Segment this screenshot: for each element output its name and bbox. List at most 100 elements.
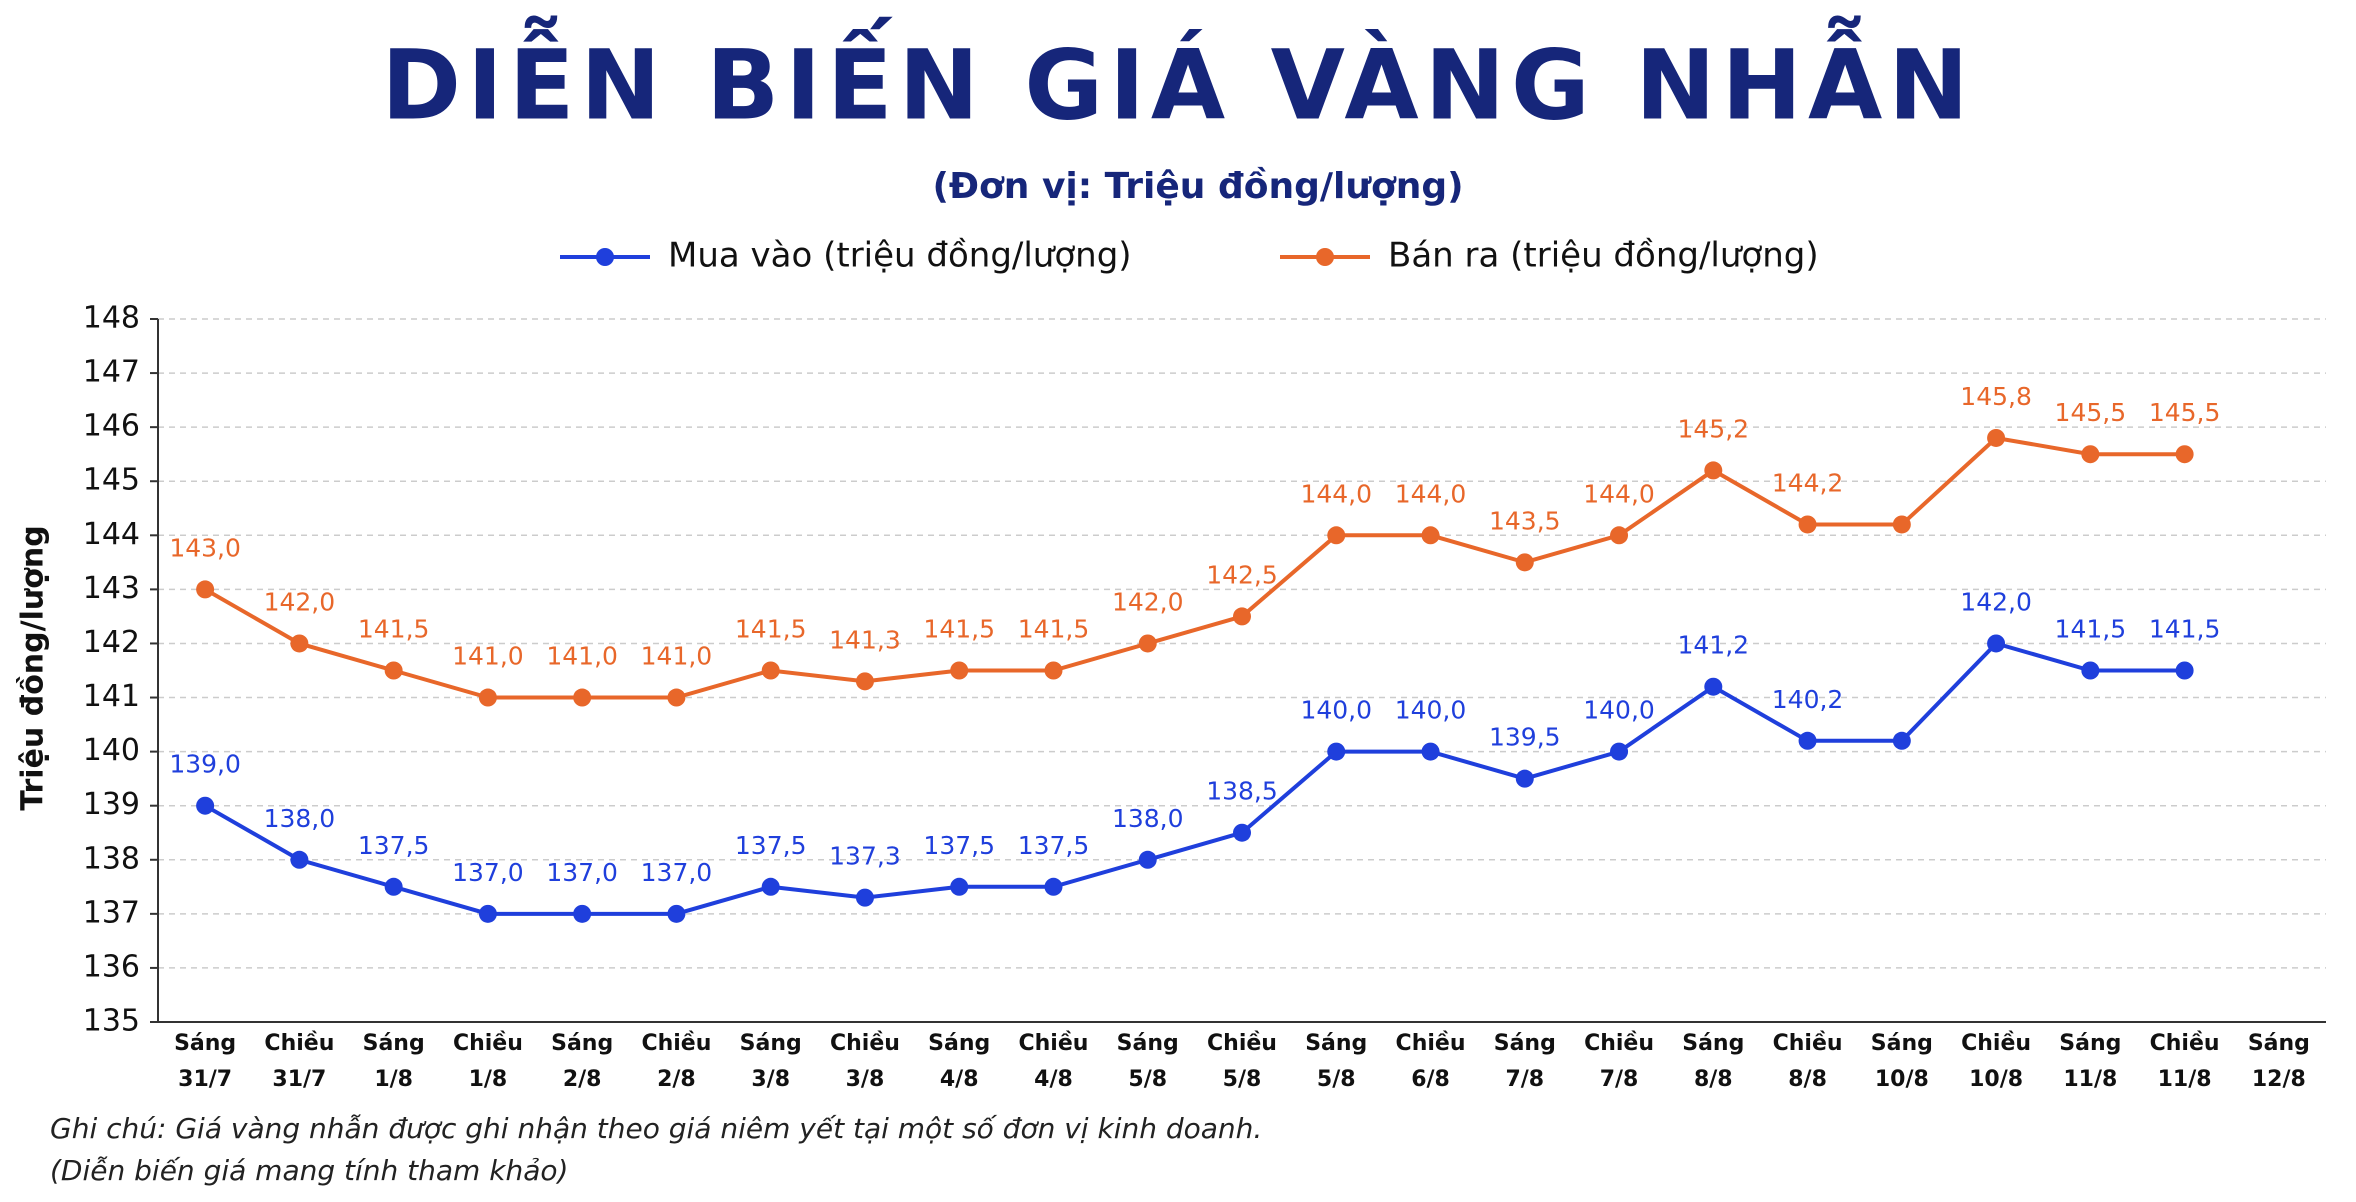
point: [855, 888, 874, 907]
x-tick-label: 11/8: [2158, 1067, 2212, 1092]
x-tick-label: Sáng: [928, 1031, 990, 1056]
data-label: 138,5: [1206, 777, 1278, 806]
x-tick-label: 7/8: [1600, 1067, 1639, 1092]
x-tick-label: 11/8: [2063, 1067, 2117, 1092]
x-tick-label: Chiều: [1773, 1031, 1843, 1056]
point: [573, 904, 592, 923]
x-tick-label: 31/7: [178, 1067, 232, 1092]
x-tick-label: 3/8: [846, 1067, 885, 1092]
x-tick-label: 2/8: [657, 1067, 696, 1092]
x-tick-label: Chiều: [1019, 1031, 1089, 1056]
data-label: 141,5: [1018, 615, 1090, 644]
y-tick-label: 146: [83, 409, 140, 444]
x-tick-label: 5/8: [1223, 1067, 1262, 1092]
data-label: 142,0: [264, 587, 336, 616]
data-label: 141,3: [829, 625, 901, 654]
point: [196, 796, 215, 815]
point: [1892, 515, 1911, 534]
x-tick-label: 4/8: [940, 1067, 979, 1092]
data-label: 137,3: [829, 842, 901, 871]
point: [2081, 445, 2100, 464]
x-tick-label: 5/8: [1317, 1067, 1356, 1092]
x-tick-label: 6/8: [1411, 1067, 1450, 1092]
data-label: 142,0: [1960, 587, 2032, 616]
data-label: 145,5: [2149, 398, 2221, 427]
point: [196, 580, 215, 599]
y-tick-label: 141: [83, 679, 140, 714]
note: Ghi chú: Giá vàng nhẫn được ghi nhận the…: [50, 1112, 1262, 1145]
x-tick-label: 8/8: [1694, 1067, 1733, 1092]
data-label: 137,0: [546, 858, 618, 887]
point: [478, 904, 497, 923]
x-tick-label: Sáng: [2248, 1031, 2310, 1056]
data-label: 138,0: [1112, 804, 1184, 833]
x-tick-label: Sáng: [2059, 1031, 2121, 1056]
point: [1987, 428, 2006, 447]
y-tick-label: 145: [83, 463, 140, 498]
point: [667, 904, 686, 923]
point: [1044, 877, 1063, 896]
data-label: 137,0: [641, 858, 713, 887]
legend-marker: [1316, 248, 1334, 266]
point: [1704, 461, 1723, 480]
data-label: 144,2: [1772, 468, 1844, 497]
x-tick-label: Chiều: [1396, 1031, 1466, 1056]
point: [855, 672, 874, 691]
subtitle: (Đơn vị: Triệu đồng/lượng): [932, 166, 1463, 207]
data-label: 142,0: [1112, 587, 1184, 616]
series-line: [204, 641, 2185, 916]
x-tick-label: 31/7: [272, 1067, 326, 1092]
legend-label: Mua vào (triệu đồng/lượng): [668, 236, 1132, 276]
data-label: 141,0: [452, 642, 524, 671]
data-label: 140,0: [1300, 696, 1372, 725]
x-tick-label: Chiều: [1584, 1031, 1654, 1056]
point: [1515, 553, 1534, 572]
x-tick-label: Sáng: [1117, 1031, 1179, 1056]
x-tick-label: 2/8: [563, 1067, 602, 1092]
y-tick-label: 143: [83, 571, 140, 606]
point: [290, 850, 309, 869]
data-label: 144,0: [1300, 479, 1372, 508]
x-tick-label: Sáng: [1682, 1031, 1744, 1056]
data-label: 145,8: [1960, 382, 2032, 411]
x-tick-label: 12/8: [2252, 1067, 2306, 1092]
chart-title: DIỄN BIẾN GIÁ VÀNG NHẪN: [381, 14, 1974, 141]
point: [1798, 515, 1817, 534]
data-label: 141,0: [546, 642, 618, 671]
point: [1138, 850, 1157, 869]
data-label: 137,5: [923, 831, 995, 860]
series-line: [204, 435, 2185, 700]
point: [1798, 731, 1817, 750]
data-label: 140,0: [1583, 696, 1655, 725]
y-tick-label: 137: [83, 895, 140, 930]
point: [667, 688, 686, 707]
x-tick-label: Chiều: [1207, 1031, 1277, 1056]
data-label: 141,2: [1678, 631, 1750, 660]
data-label: 145,2: [1678, 414, 1750, 443]
point: [1327, 742, 1346, 761]
point: [1138, 634, 1157, 653]
note: (Diễn biến giá mang tính tham khảo): [50, 1154, 568, 1187]
point: [1421, 526, 1440, 545]
point: [950, 877, 969, 896]
x-tick-label: 5/8: [1128, 1067, 1167, 1092]
point: [384, 661, 403, 680]
data-label: 141,5: [923, 615, 995, 644]
x-tick-label: 3/8: [751, 1067, 790, 1092]
x-tick-label: Sáng: [551, 1031, 613, 1056]
data-label: 144,0: [1395, 479, 1467, 508]
x-tick-label: Sáng: [1305, 1031, 1367, 1056]
data-label: 140,0: [1395, 696, 1467, 725]
x-tick-label: Chiều: [264, 1031, 334, 1056]
data-label: 141,5: [735, 615, 807, 644]
x-tick-label: 10/8: [1875, 1067, 1929, 1092]
point: [1610, 742, 1629, 761]
x-tick-label: Chiều: [641, 1031, 711, 1056]
y-tick-label: 139: [83, 787, 140, 822]
data-label: 143,0: [169, 533, 241, 562]
point: [1327, 526, 1346, 545]
point: [573, 688, 592, 707]
point: [761, 877, 780, 896]
data-label: 137,5: [1018, 831, 1090, 860]
